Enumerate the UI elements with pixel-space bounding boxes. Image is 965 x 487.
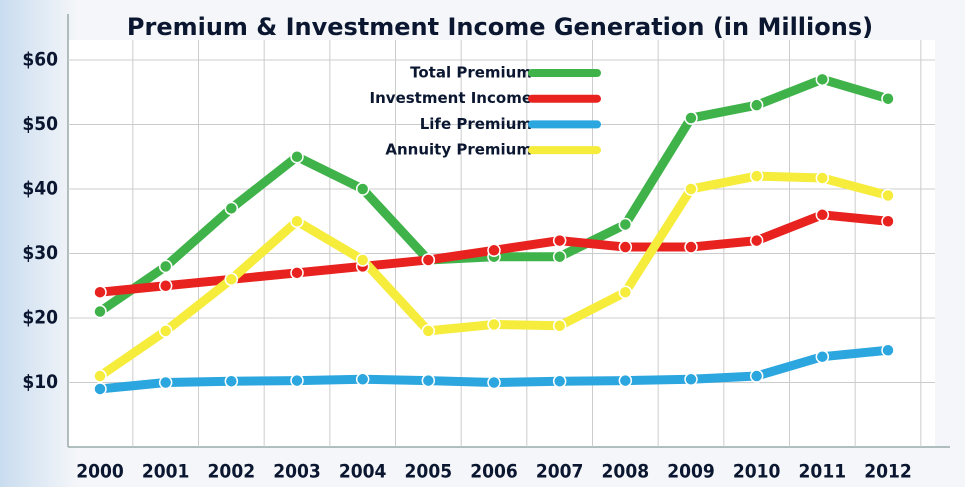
data-point [618, 373, 633, 388]
data-point [684, 372, 698, 387]
x-tick-label: 2011 [799, 461, 847, 483]
data-point [224, 272, 239, 287]
data-point [355, 182, 370, 196]
data-point [421, 373, 436, 388]
data-point [290, 214, 304, 228]
data-point [93, 369, 107, 383]
data-point [552, 318, 567, 333]
data-point [421, 253, 436, 267]
x-tick-label: 2005 [405, 461, 453, 483]
data-point [815, 208, 830, 222]
x-tick-label: 2004 [339, 461, 387, 483]
x-tick-label: 2000 [76, 461, 124, 483]
data-point [749, 169, 764, 183]
data-point [224, 201, 239, 216]
x-tick-label: 2009 [667, 461, 715, 483]
data-point [749, 233, 764, 248]
data-point [421, 324, 436, 338]
x-tick-label: 2012 [864, 461, 912, 483]
legend-label: Life Premium [420, 115, 532, 133]
data-point [749, 98, 764, 112]
legend-label: Investment Income [370, 89, 532, 107]
data-point [552, 374, 567, 388]
x-tick-label: 2006 [470, 461, 518, 483]
data-point [290, 373, 304, 388]
data-point [487, 317, 501, 332]
x-tick-label: 2010 [733, 461, 781, 483]
data-point [684, 111, 698, 125]
y-tick-label: $30 [22, 242, 58, 264]
data-point [618, 285, 633, 299]
data-point [618, 217, 633, 232]
data-point [815, 349, 830, 364]
data-point [158, 375, 173, 390]
x-tick-label: 2008 [602, 461, 650, 483]
legend-label: Annuity Premium [385, 141, 532, 159]
x-tick-label: 2001 [142, 461, 190, 483]
data-point [815, 171, 830, 185]
data-point [93, 304, 107, 319]
chart-title: Premium & Investment Income Generation (… [127, 13, 873, 41]
data-point [815, 72, 830, 87]
data-point [552, 233, 567, 248]
data-point [93, 285, 107, 299]
x-tick-label: 2007 [536, 461, 584, 483]
y-tick-label: $40 [22, 178, 58, 200]
data-point [224, 374, 239, 388]
data-point [881, 188, 895, 203]
data-point [487, 375, 501, 390]
legend-label: Total Premium [410, 64, 532, 82]
data-point [684, 240, 698, 254]
data-point [355, 253, 370, 267]
data-point [158, 279, 173, 293]
y-tick-label: $10 [22, 371, 58, 393]
data-point [618, 240, 633, 254]
y-tick-label: $20 [22, 307, 58, 329]
data-point [881, 91, 895, 106]
data-point [290, 266, 304, 280]
data-point [158, 259, 173, 274]
data-point [355, 372, 370, 387]
data-point [290, 150, 304, 164]
y-tick-label: $50 [22, 113, 58, 135]
data-point [487, 243, 501, 258]
data-point [749, 369, 764, 383]
data-point [881, 214, 895, 228]
x-tick-label: 2002 [208, 461, 256, 483]
data-point [158, 324, 173, 338]
data-point [552, 249, 567, 264]
x-tick-label: 2003 [273, 461, 321, 483]
y-tick-label: $60 [22, 49, 58, 71]
data-point [93, 382, 107, 396]
data-point [881, 343, 895, 357]
data-point [684, 182, 698, 196]
